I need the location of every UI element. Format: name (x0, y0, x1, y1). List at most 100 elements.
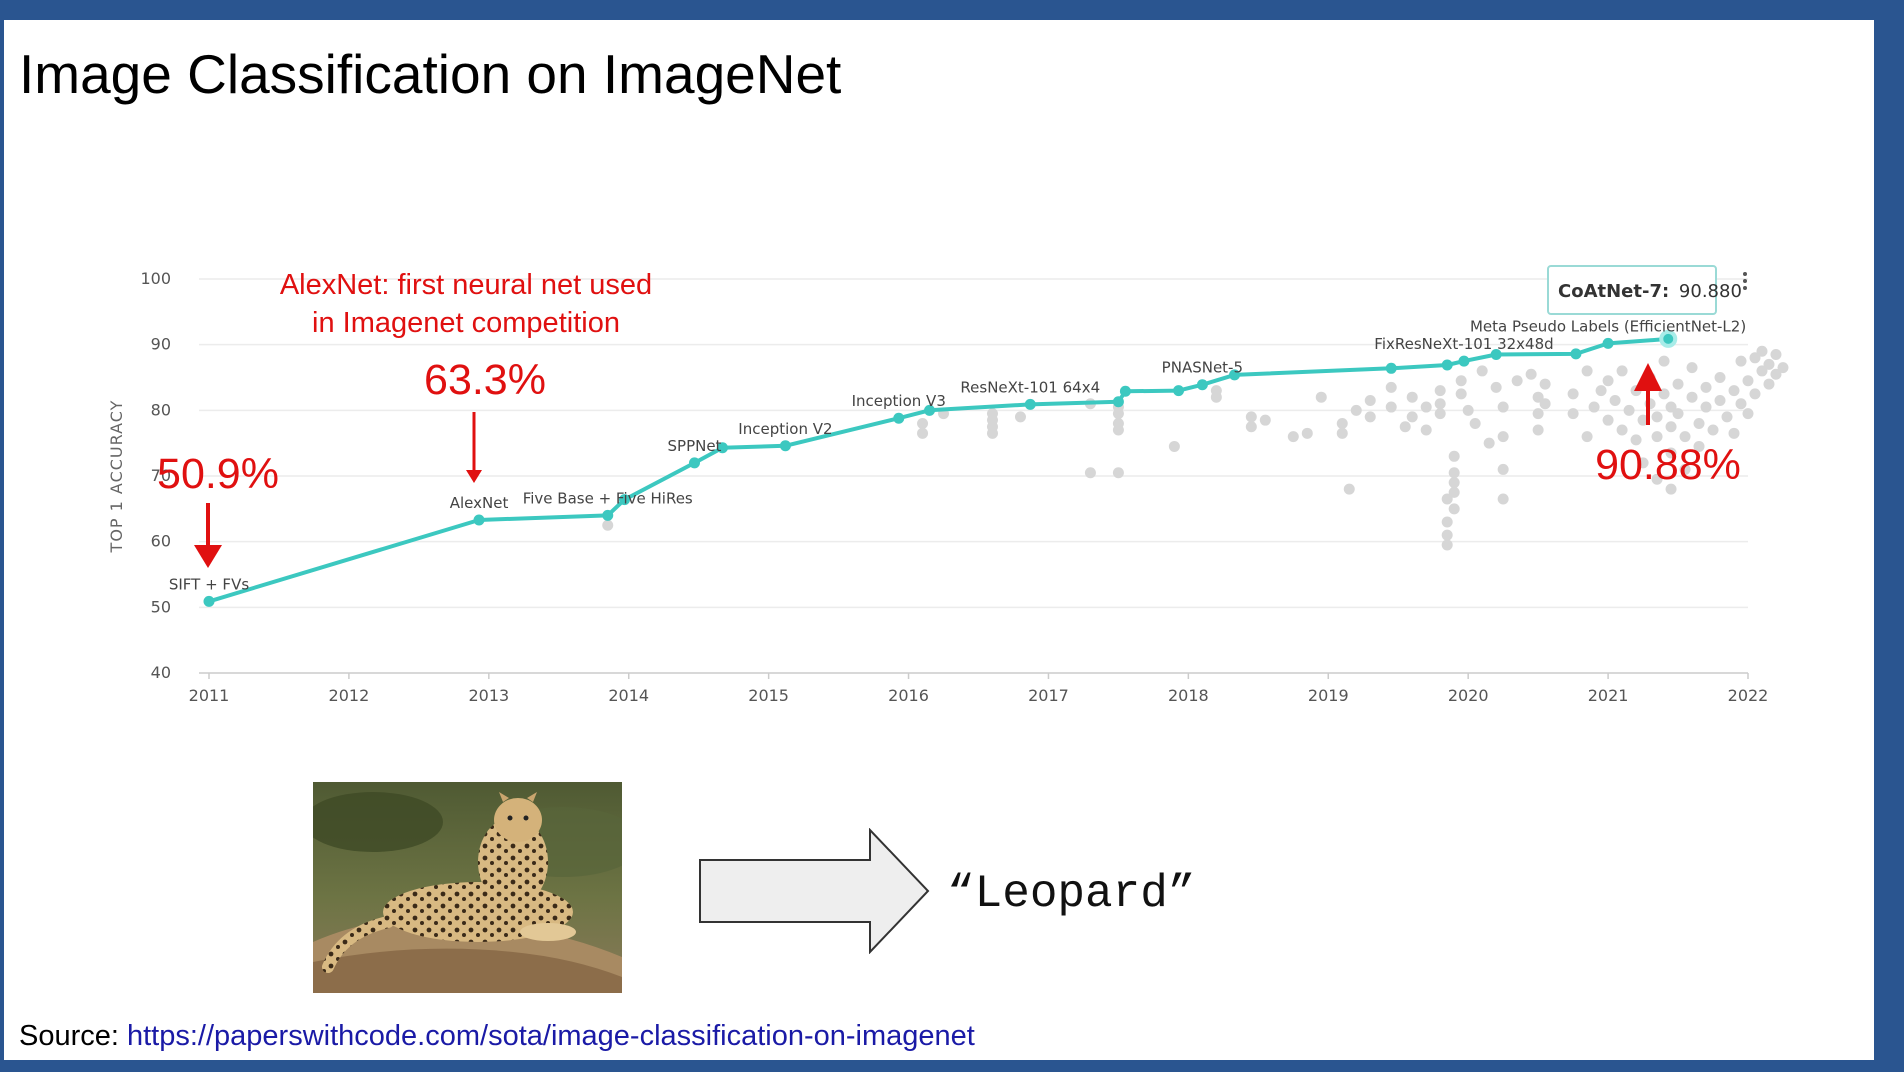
other-model-point (1707, 424, 1719, 436)
y-tick-label: 50 (151, 597, 171, 616)
sota-point (716, 442, 728, 454)
menu-dot-icon (1743, 286, 1747, 290)
point-label: SPPNet (668, 437, 722, 455)
other-model-point (1756, 345, 1768, 357)
x-tick-label: 2021 (1588, 686, 1629, 705)
source-link[interactable]: https://paperswithcode.com/sota/image-cl… (127, 1020, 975, 1052)
other-model-point (1749, 388, 1761, 400)
alexnet-note-line1: AlexNet: first neural net used (280, 269, 652, 301)
other-model-point (1462, 404, 1474, 416)
other-model-point (1336, 427, 1348, 439)
other-model-point (1686, 362, 1698, 374)
other-model-point (1476, 365, 1488, 377)
other-model-point (1637, 457, 1649, 469)
x-tick-label: 2019 (1308, 686, 1349, 705)
slide-title: Image Classification on ImageNet (19, 43, 842, 105)
other-model-point (1672, 378, 1684, 390)
other-model-point (1595, 385, 1607, 397)
other-model-point (1686, 391, 1698, 403)
alexnet-percent: 63.3% (424, 356, 546, 404)
other-model-point (1679, 431, 1691, 443)
x-tick-label: 2018 (1168, 686, 1209, 705)
other-model-point (1434, 408, 1446, 420)
sota-point (602, 509, 614, 521)
other-model-point (1763, 378, 1775, 390)
other-model-point (1448, 477, 1460, 489)
sota-point (779, 440, 791, 452)
sift-arrowhead-icon (194, 545, 222, 568)
point-label: ResNeXt-101 64x4 (960, 378, 1100, 396)
x-tick-label: 2014 (608, 686, 649, 705)
other-model-point (1315, 391, 1327, 403)
other-model-point (1441, 529, 1453, 541)
sota-line-path (208, 336, 1669, 604)
x-tick-label: 2022 (1728, 686, 1769, 705)
other-model-point (1434, 385, 1446, 397)
accuracy-chart: 40 50 60 70 80 90 100 2011 2012 2013 2014 2015 2016 2… (107, 265, 1789, 705)
other-model-point (1672, 408, 1684, 420)
other-model-point (1084, 467, 1096, 479)
point-label: Five Base + Five HiRes (523, 489, 693, 507)
other-model-point (1287, 431, 1299, 443)
other-model-point (602, 519, 614, 531)
prediction-label: “Leopard” (947, 868, 1196, 920)
other-model-point (1497, 493, 1509, 505)
sota-point (688, 457, 700, 469)
other-model-point (1455, 388, 1467, 400)
sota-point (1385, 362, 1397, 374)
other-model-point (1441, 539, 1453, 551)
other-model-point (1728, 385, 1740, 397)
point-label: Inception V3 (852, 392, 946, 410)
sota-point (1196, 379, 1208, 391)
other-model-point (1693, 417, 1705, 429)
sota-point (1570, 348, 1582, 360)
sota-point (1112, 396, 1124, 408)
other-model-point (1511, 375, 1523, 387)
sota-point (1119, 385, 1131, 397)
other-model-point (1448, 467, 1460, 479)
x-tick-label: 2016 (888, 686, 929, 705)
other-model-point (1581, 365, 1593, 377)
other-model-point (1735, 398, 1747, 410)
other-model-point (1602, 375, 1614, 387)
other-model-point (917, 427, 929, 439)
sota-point (1659, 329, 1678, 348)
other-model-point (1420, 401, 1432, 413)
other-model-point (1679, 463, 1691, 475)
other-model-point (1406, 411, 1418, 423)
sota-point (1173, 385, 1185, 397)
tooltip-value: 90.880 (1679, 281, 1742, 302)
alexnet-note-line2: in Imagenet competition (312, 307, 620, 339)
other-model-point (1497, 463, 1509, 475)
other-model-point (1336, 417, 1348, 429)
other-model-point (1448, 486, 1460, 498)
other-model-point (1693, 440, 1705, 452)
other-model-point (1245, 411, 1257, 423)
alexnet-arrowhead-icon (466, 470, 482, 483)
other-model-point (1112, 467, 1124, 479)
other-model-point (1658, 388, 1670, 400)
other-model-point (1616, 424, 1628, 436)
x-tick-label: 2015 (748, 686, 789, 705)
tooltip-model: CoAtNet-7: (1558, 281, 1669, 302)
other-model-point (1448, 503, 1460, 515)
other-model-point (1441, 493, 1453, 505)
sota-point (893, 412, 905, 424)
other-model-point (1665, 421, 1677, 433)
menu-dot-icon (1743, 279, 1747, 283)
y-axis-label: TOP 1 ACCURACY (107, 400, 126, 554)
other-model-point (1406, 391, 1418, 403)
x-tick-label: 2013 (468, 686, 509, 705)
x-tick-label: 2020 (1448, 686, 1489, 705)
other-model-point (1665, 401, 1677, 413)
y-tick-label: 40 (151, 663, 171, 682)
other-model-point (1532, 408, 1544, 420)
tooltip: CoAtNet-7: 90.880 (1547, 265, 1747, 315)
other-model-point (1532, 391, 1544, 403)
point-label: PNASNet-5 (1162, 359, 1243, 377)
point-labels: SIFT + FVs AlexNet Five Base + Five HiRes S… (169, 317, 1746, 593)
source-prefix: Source: (19, 1020, 127, 1052)
x-tick-label: 2017 (1028, 686, 1069, 705)
other-model-point (1434, 398, 1446, 410)
x-tick-label: 2011 (189, 686, 230, 705)
